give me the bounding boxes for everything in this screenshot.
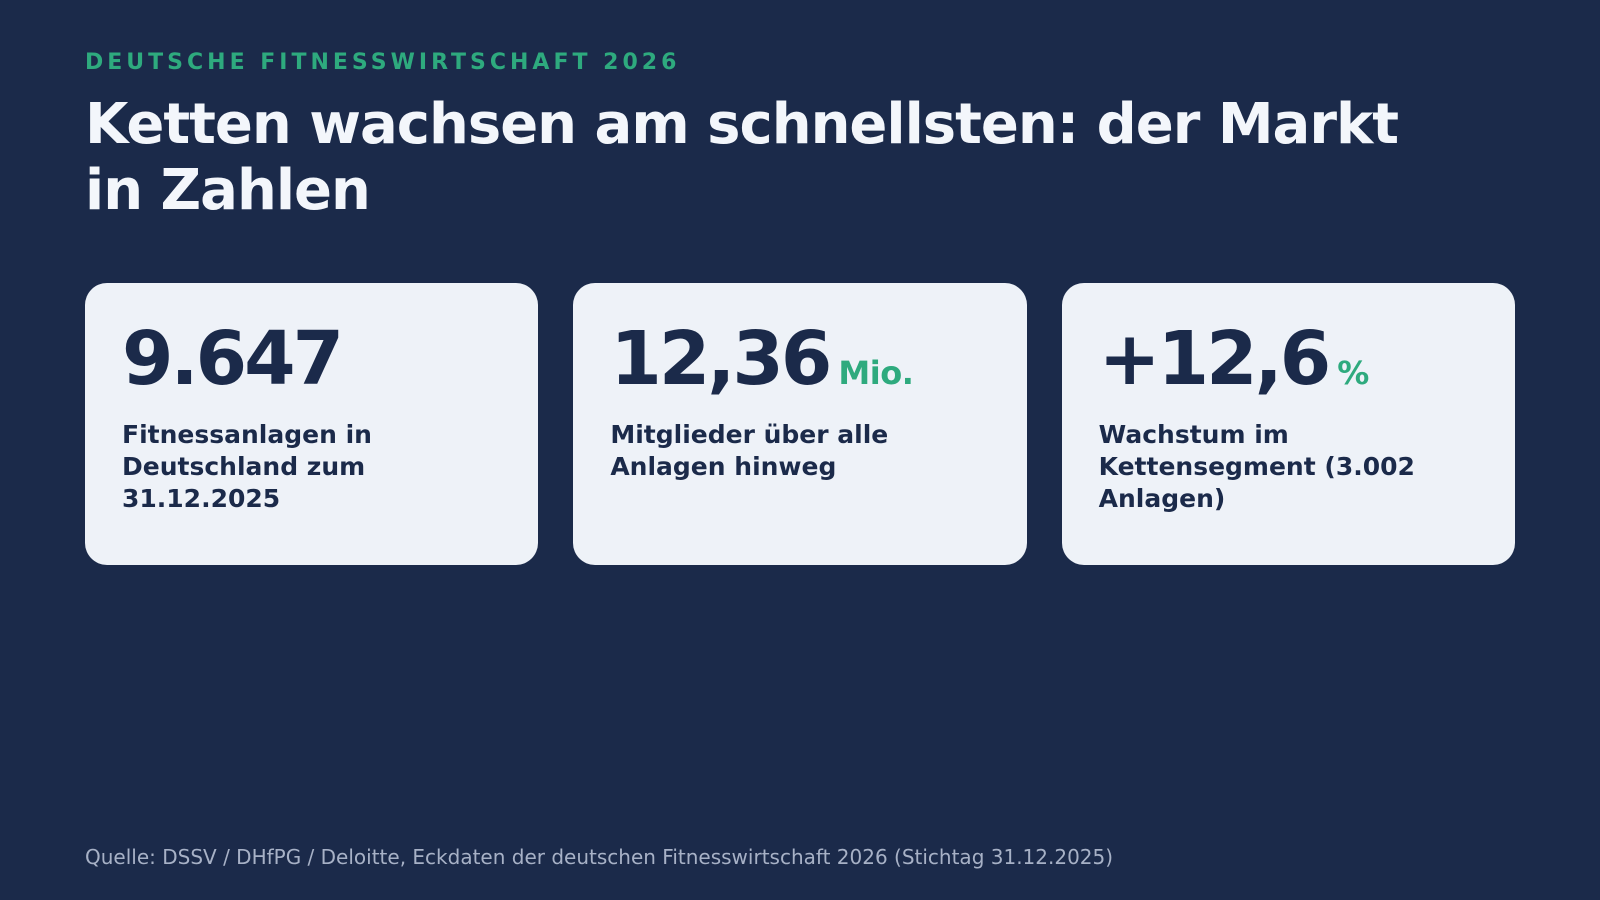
stat-value: 9.647 (122, 316, 344, 402)
stat-label: Mitglieder über alle Anlagen hinweg (610, 420, 889, 481)
stat-unit: % (1337, 354, 1369, 392)
eyebrow-label: DEUTSCHE FITNESSWIRTSCHAFT 2026 (85, 50, 681, 75)
stat-cards: 9.647 Fitnessanlagen in Deutschland zum … (85, 283, 1515, 565)
stat-row: 9.647 (122, 317, 502, 401)
stat-card-facilities: 9.647 Fitnessanlagen in Deutschland zum … (85, 283, 539, 565)
stat-value: +12,6 (1098, 316, 1332, 402)
page-title: Ketten wachsen am schnellsten: der Markt… (85, 92, 1399, 223)
stat-row: +12,6 % (1099, 317, 1479, 401)
source-note: Quelle: DSSV / DHfPG / Deloitte, Eckdate… (85, 845, 1114, 869)
stat-card-chain-growth: +12,6 % Wachstum im Kettensegment (3.002… (1061, 283, 1515, 565)
stat-label: Fitnessanlagen in Deutschland zum 31.12.… (122, 420, 372, 513)
stat-row: 12,36 Mio. (610, 317, 990, 401)
stat-value: 12,36 (610, 316, 832, 402)
stat-label: Wachstum im Kettensegment (3.002 Anlagen… (1098, 420, 1415, 513)
stat-card-members: 12,36 Mio. Mitglieder über alle Anlagen … (573, 283, 1027, 565)
stat-unit: Mio. (838, 354, 914, 392)
